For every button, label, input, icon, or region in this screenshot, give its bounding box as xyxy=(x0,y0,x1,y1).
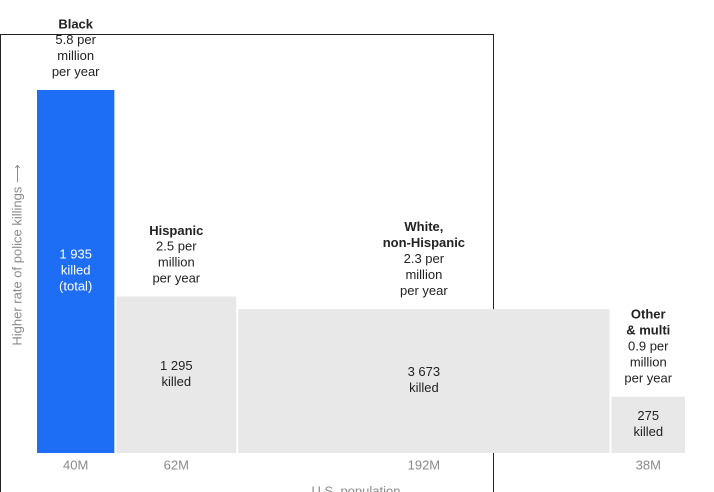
count-label: 1 935 killed (total) xyxy=(59,247,92,294)
count-label: 1 295 killed xyxy=(160,358,193,389)
rate-label: 2.3 per million per year xyxy=(400,251,448,298)
width-label: 62M xyxy=(164,457,189,472)
count-label: 3 673 killed xyxy=(408,364,441,395)
width-label: 192M xyxy=(408,457,441,472)
x-axis-label: U.S. population xyxy=(312,483,401,492)
rate-label: 0.9 per million per year xyxy=(624,339,672,386)
bar xyxy=(37,90,115,453)
count-label: 275 killed xyxy=(633,408,663,439)
width-label: 40M xyxy=(63,457,88,472)
category-label: Other & multi xyxy=(626,307,670,338)
width-label: 38M xyxy=(636,457,661,472)
rate-label: 2.5 per million per year xyxy=(152,239,200,286)
bar xyxy=(238,309,610,453)
rate-label: 5.8 per million per year xyxy=(52,32,100,79)
category-label: Hispanic xyxy=(149,223,203,238)
category-label: White, non-Hispanic xyxy=(383,219,465,250)
bar xyxy=(611,396,685,453)
bar xyxy=(116,296,237,453)
y-axis-label: Higher rate of police killings ⟶ xyxy=(9,164,24,345)
selection-frame xyxy=(0,34,494,492)
category-label: Black xyxy=(58,16,93,31)
